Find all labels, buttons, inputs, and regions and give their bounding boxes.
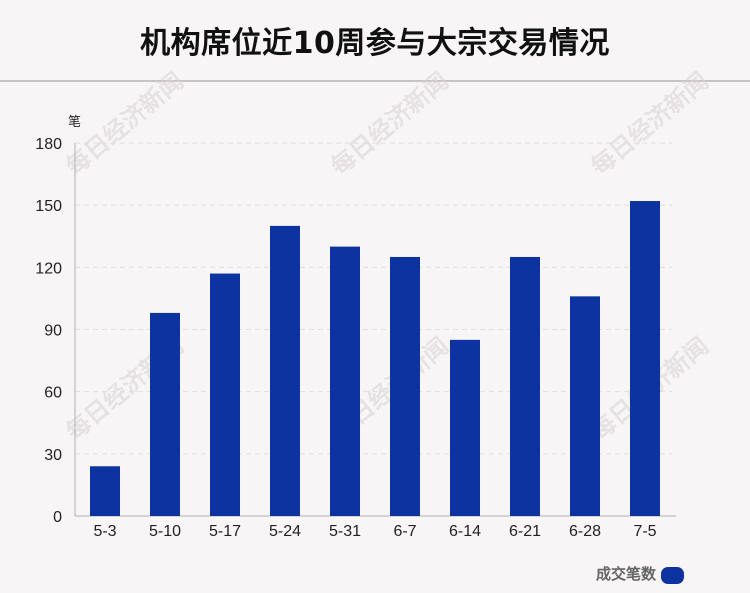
- y-tick-label: 120: [35, 260, 62, 277]
- y-tick-label: 90: [44, 323, 62, 340]
- bar: [510, 256, 540, 516]
- x-tick-label: 7-5: [633, 523, 656, 540]
- bar: [390, 256, 420, 516]
- bar: [90, 466, 120, 516]
- watermark-text: 每日经济新闻: [325, 66, 454, 181]
- x-tick-label: 5-24: [269, 523, 301, 540]
- x-tick-label: 6-21: [509, 523, 541, 540]
- y-tick-label: 0: [53, 509, 62, 526]
- bar: [210, 273, 240, 516]
- bars: [90, 201, 660, 516]
- legend: 成交笔数: [596, 565, 684, 584]
- y-tick-labels: 0 30 60 90 120 150 180: [35, 136, 62, 526]
- watermark-text: 每日经济新闻: [585, 66, 714, 181]
- chart-title: 机构席位近10周参与大宗交易情况: [140, 26, 610, 61]
- bar: [150, 312, 180, 516]
- x-tick-label: 6-28: [569, 523, 601, 540]
- bar: [450, 339, 480, 516]
- x-tick-label: 6-7: [393, 523, 416, 540]
- y-tick-label: 60: [44, 385, 62, 402]
- bar: [630, 201, 660, 516]
- x-tick-label: 5-10: [149, 523, 181, 540]
- y-axis-unit: 笔: [68, 114, 81, 130]
- bar: [270, 225, 300, 516]
- legend-swatch: [661, 567, 684, 584]
- x-tick-label: 5-17: [209, 523, 241, 540]
- x-tick-label: 6-14: [449, 523, 481, 540]
- x-tick-labels: 5-3 5-10 5-17 5-24 5-31 6-7 6-14 6-21 6-28 7-5: [93, 523, 656, 540]
- bar: [570, 296, 600, 516]
- legend-label: 成交笔数: [596, 565, 657, 583]
- bar: [330, 246, 360, 516]
- x-tick-label: 5-3: [93, 523, 116, 540]
- y-tick-label: 180: [35, 136, 62, 153]
- y-tick-label: 30: [44, 447, 62, 464]
- header-bar: 机构席位近10周参与大宗交易情况: [0, 0, 750, 82]
- x-tick-label: 5-31: [329, 523, 361, 540]
- y-tick-label: 150: [35, 198, 62, 215]
